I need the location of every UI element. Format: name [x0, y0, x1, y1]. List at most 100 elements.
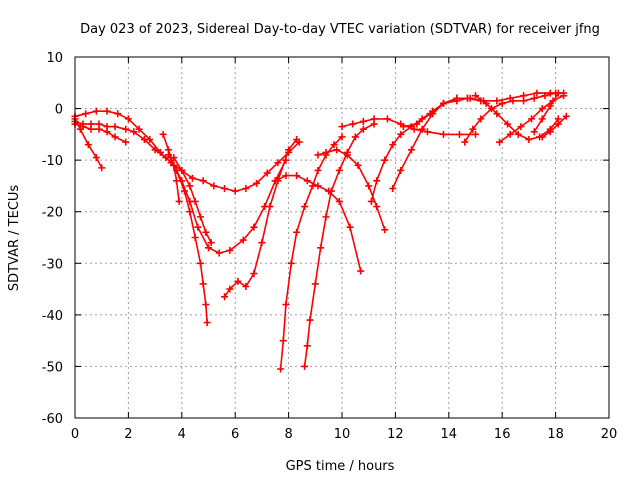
series-track-20 — [530, 89, 562, 136]
chart-title: Day 023 of 2023, Sidereal Day-to-day VTE… — [80, 22, 600, 37]
data-point — [234, 277, 242, 285]
data-point — [322, 213, 330, 221]
data-point — [439, 130, 447, 138]
data-point — [170, 154, 178, 162]
data-point — [533, 89, 541, 97]
series-line — [541, 115, 568, 138]
series-line — [370, 97, 469, 203]
data-point — [367, 197, 375, 205]
data-point — [111, 123, 119, 131]
data-point — [466, 94, 474, 102]
y-tick-label: -20 — [42, 206, 63, 221]
x-tick-label: 0 — [71, 427, 79, 442]
data-point — [191, 197, 199, 205]
grid-lines — [75, 57, 609, 418]
data-point — [439, 99, 447, 107]
data-point — [103, 107, 111, 115]
data-point — [381, 156, 389, 164]
x-axis-label: GPS time / hours — [286, 459, 395, 474]
data-point — [554, 89, 562, 97]
data-point — [159, 130, 167, 138]
data-point — [186, 208, 194, 216]
data-point — [178, 166, 186, 174]
series-track-7 — [170, 154, 215, 247]
data-point — [346, 223, 354, 231]
y-tick-label: 0 — [55, 103, 63, 118]
data-point — [343, 151, 351, 159]
y-tick-label: -30 — [42, 257, 63, 272]
data-point — [509, 97, 517, 105]
data-point — [477, 115, 485, 123]
data-point — [303, 177, 311, 185]
x-tick-label: 14 — [441, 427, 458, 442]
data-point — [373, 177, 381, 185]
data-point — [274, 159, 282, 167]
data-point — [135, 125, 143, 133]
data-point — [196, 259, 204, 267]
data-point — [191, 234, 199, 241]
data-series — [71, 89, 570, 373]
data-point — [114, 110, 122, 118]
data-point — [98, 164, 106, 172]
series-line — [533, 92, 560, 133]
series-track-18 — [472, 92, 562, 144]
data-point — [202, 301, 210, 309]
data-point — [389, 141, 397, 149]
data-point — [266, 203, 274, 211]
data-point — [482, 99, 490, 107]
data-point — [130, 128, 138, 136]
x-tick-label: 12 — [387, 427, 404, 442]
data-point — [250, 223, 258, 231]
data-point — [207, 239, 215, 247]
data-point — [140, 136, 148, 144]
series-line — [303, 123, 375, 368]
data-point — [538, 133, 546, 141]
series-line — [391, 97, 482, 190]
data-point — [365, 182, 373, 190]
data-point — [472, 130, 479, 138]
series-track-17 — [461, 89, 560, 146]
data-point — [253, 179, 261, 187]
data-point — [314, 182, 322, 190]
data-point — [359, 125, 367, 133]
y-tick-label: -10 — [42, 154, 63, 169]
data-point — [203, 319, 211, 327]
data-point — [180, 187, 188, 195]
series-track-21 — [538, 112, 570, 141]
data-point — [311, 280, 319, 288]
data-point — [514, 130, 522, 138]
data-point — [560, 92, 568, 100]
data-point — [520, 97, 528, 105]
data-point — [210, 182, 218, 190]
data-point — [194, 223, 202, 231]
data-point — [397, 130, 405, 138]
data-point — [335, 166, 343, 174]
data-point — [517, 123, 525, 131]
data-point — [538, 115, 546, 123]
data-point — [196, 213, 204, 221]
data-point — [399, 123, 407, 131]
series-track-8 — [221, 136, 301, 301]
data-point — [282, 301, 290, 309]
y-tick-label: 10 — [46, 51, 63, 66]
data-point — [95, 125, 103, 133]
data-point — [453, 94, 461, 102]
data-point — [413, 120, 421, 128]
data-point — [175, 197, 183, 205]
data-point — [263, 169, 271, 177]
data-point — [407, 146, 415, 154]
data-point — [530, 94, 538, 102]
data-point — [122, 138, 130, 146]
data-point — [455, 130, 463, 138]
data-point — [469, 125, 477, 133]
series-track-10 — [271, 172, 365, 275]
data-point — [389, 185, 397, 193]
x-tick-label: 2 — [124, 427, 132, 442]
data-point — [242, 185, 250, 193]
data-point — [285, 146, 293, 154]
data-point — [370, 115, 378, 123]
series-line — [223, 138, 298, 298]
data-point — [164, 151, 172, 159]
axis-ticks: 0 2 4 6 8 10 12 14 16 18 20 10 0 -10 -20 -30 -40 -50 -60 — [42, 51, 618, 442]
data-point — [359, 117, 367, 125]
